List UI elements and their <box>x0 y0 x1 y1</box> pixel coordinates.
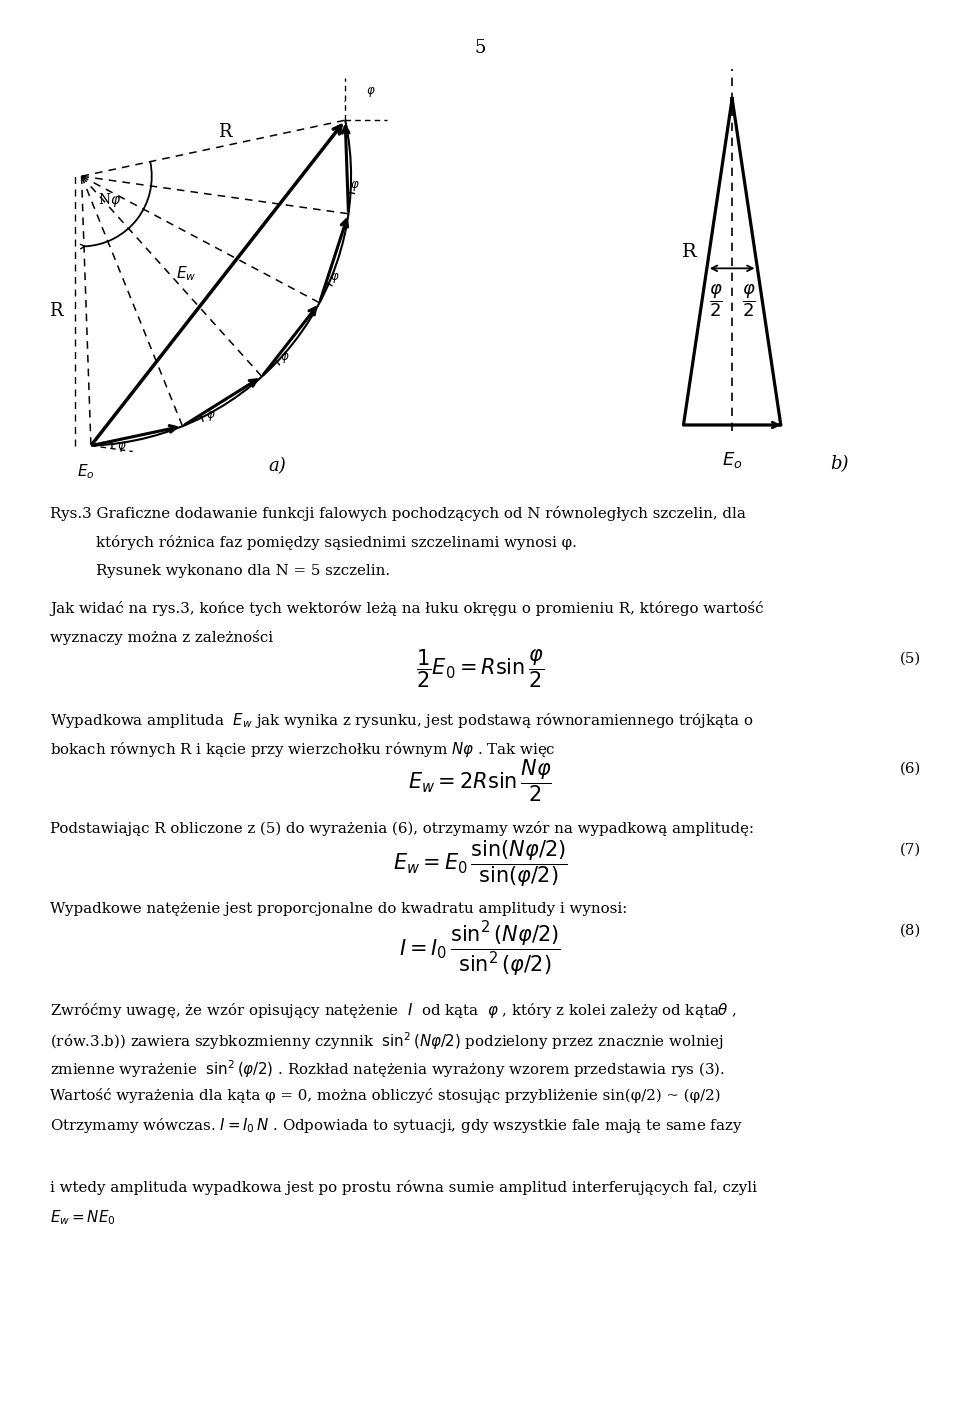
Text: bokach równych R i kącie przy wierzchołku równym $N\varphi$ . Tak więc: bokach równych R i kącie przy wierzchołk… <box>50 740 556 758</box>
Text: Wypadkowa amplituda  $E_w$ jak wynika z rysunku, jest podstawą równoramiennego t: Wypadkowa amplituda $E_w$ jak wynika z r… <box>50 711 754 730</box>
Text: (6): (6) <box>900 761 921 775</box>
Text: $E_w$: $E_w$ <box>176 264 196 283</box>
Text: N$\varphi$: N$\varphi$ <box>98 191 121 210</box>
Text: Otrzymamy wówczas. $I = I_0\,N$ . Odpowiada to sytuacji, gdy wszystkie fale mają: Otrzymamy wówczas. $I = I_0\,N$ . Odpowi… <box>50 1117 742 1135</box>
Text: Rys.3 Graficzne dodawanie funkcji falowych pochodzących od N równoległych szczel: Rys.3 Graficzne dodawanie funkcji falowy… <box>50 507 746 521</box>
Text: których różnica faz pomiędzy sąsiednimi szczelinami wynosi φ.: których różnica faz pomiędzy sąsiednimi … <box>96 536 577 550</box>
Text: R: R <box>49 301 62 320</box>
Text: $E_o$: $E_o$ <box>77 463 94 481</box>
Text: Wypadkowe natężenie jest proporcjonalne do kwadratu amplitudy i wynosi:: Wypadkowe natężenie jest proporcjonalne … <box>50 902 627 915</box>
Text: i wtedy amplituda wypadkowa jest po prostu równa sumie amplitud interferujących : i wtedy amplituda wypadkowa jest po pros… <box>50 1180 756 1194</box>
Text: R: R <box>682 243 697 261</box>
Text: $E_w = E_0\,\dfrac{\sin(N\varphi/2)}{\sin(\varphi/2)}$: $E_w = E_0\,\dfrac{\sin(N\varphi/2)}{\si… <box>393 838 567 888</box>
Text: $\dfrac{\varphi}{2}$: $\dfrac{\varphi}{2}$ <box>708 283 723 320</box>
Text: $\varphi$: $\varphi$ <box>116 440 126 454</box>
Text: $E_w = 2R\sin\dfrac{N\varphi}{2}$: $E_w = 2R\sin\dfrac{N\varphi}{2}$ <box>408 757 552 804</box>
Text: (rów.3.b)) zawiera szybkozmienny czynnik  $\sin^2(N\varphi/2)$ podzielony przez : (rów.3.b)) zawiera szybkozmienny czynnik… <box>50 1030 724 1052</box>
Text: b): b) <box>830 456 849 474</box>
Text: (5): (5) <box>900 651 921 665</box>
Text: wyznaczy można z zależności: wyznaczy można z zależności <box>50 630 273 645</box>
Text: (7): (7) <box>900 843 921 857</box>
Text: zmienne wyrażenie  $\sin^2(\varphi/2)$ . Rozkład natężenia wyrażony wzorem przed: zmienne wyrażenie $\sin^2(\varphi/2)$ . … <box>50 1058 725 1081</box>
Text: R: R <box>218 123 231 140</box>
Text: Podstawiając R obliczone z (5) do wyrażenia (6), otrzymamy wzór na wypadkową amp: Podstawiając R obliczone z (5) do wyraże… <box>50 821 754 835</box>
Text: $I = I_0\,\dfrac{\sin^2(N\varphi/2)}{\sin^2(\varphi/2)}$: $I = I_0\,\dfrac{\sin^2(N\varphi/2)}{\si… <box>399 920 561 978</box>
Text: $\varphi$: $\varphi$ <box>280 351 290 364</box>
Text: (8): (8) <box>900 924 921 938</box>
Text: Zwróćmy uwagę, że wzór opisujący natężenie  $I$  od kąta  $\varphi$ , który z ko: Zwróćmy uwagę, że wzór opisujący natężen… <box>50 1001 737 1020</box>
Text: $E_o$: $E_o$ <box>722 450 742 470</box>
Text: $\dfrac{\varphi}{2}$: $\dfrac{\varphi}{2}$ <box>742 283 756 320</box>
Text: 5: 5 <box>474 39 486 57</box>
Text: Rysunek wykonano dla N = 5 szczelin.: Rysunek wykonano dla N = 5 szczelin. <box>96 564 390 578</box>
Text: Wartość wyrażenia dla kąta φ = 0, można obliczyć stosując przybliżenie sin(φ/2) : Wartość wyrażenia dla kąta φ = 0, można … <box>50 1088 720 1102</box>
Text: Jak widać na rys.3, końce tych wektorów leżą na łuku okręgu o promieniu R, które: Jak widać na rys.3, końce tych wektorów … <box>50 601 763 615</box>
Text: $\varphi$: $\varphi$ <box>349 178 359 193</box>
Text: a): a) <box>269 457 286 476</box>
Text: $E_w = NE_0$: $E_w = NE_0$ <box>50 1208 115 1227</box>
Text: $\varphi$: $\varphi$ <box>206 408 216 423</box>
Text: $\dfrac{1}{2}E_0 = R\sin\dfrac{\varphi}{2}$: $\dfrac{1}{2}E_0 = R\sin\dfrac{\varphi}{… <box>416 647 544 690</box>
Text: $\varphi$: $\varphi$ <box>330 271 340 286</box>
Text: $\varphi$: $\varphi$ <box>367 86 376 100</box>
